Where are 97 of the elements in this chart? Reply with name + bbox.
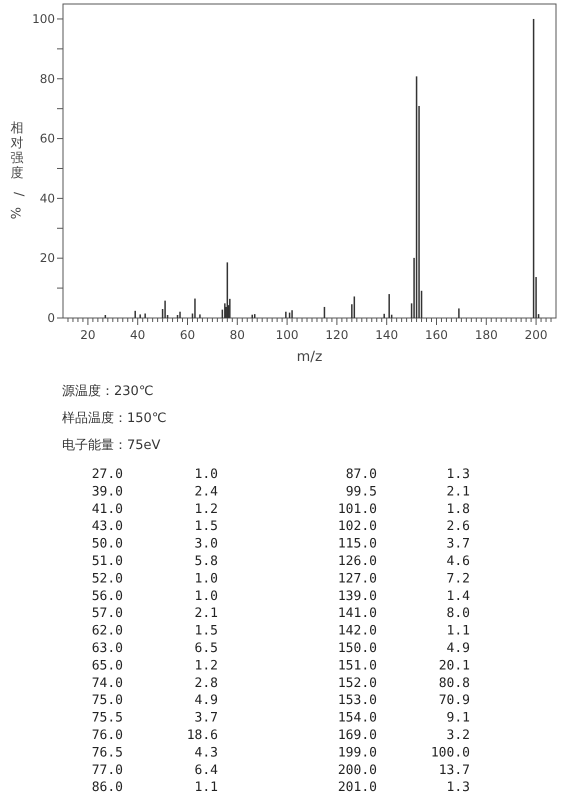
text: 153.0: [338, 693, 377, 708]
text: 1.0: [194, 571, 218, 586]
text: 3.2: [446, 728, 470, 743]
text: 3.7: [194, 710, 218, 726]
text: 101.0: [338, 502, 377, 517]
text: 43.0: [92, 519, 123, 534]
text: 1.1: [446, 624, 470, 639]
text: 102.0: [338, 519, 377, 534]
text: 2.6: [446, 519, 470, 534]
text: 152.0: [338, 676, 377, 691]
x-tick-label: 160: [425, 328, 448, 342]
text: 76.0: [92, 728, 123, 743]
text: 27.0: [92, 467, 123, 482]
text: 1.3: [446, 467, 470, 482]
text: 51.0: [92, 554, 123, 569]
x-tick-label: 80: [230, 328, 245, 342]
text: 52.0: [92, 571, 123, 586]
text: 50.0: [92, 536, 123, 552]
text: 2.1: [446, 484, 470, 500]
text: 75.5: [92, 710, 123, 726]
text: 142.0: [338, 624, 377, 639]
text: 65.0: [92, 658, 123, 674]
text: 2.8: [194, 676, 218, 691]
text: 1.8: [446, 502, 470, 517]
y-tick-label: 20: [40, 251, 55, 266]
text: 86.0: [92, 780, 123, 796]
text: 150.0: [338, 641, 377, 656]
y-axis-title: 相对强度/%: [6, 121, 26, 220]
text: 70.9: [438, 693, 470, 708]
x-axis-title: m/z: [296, 349, 322, 365]
text: 127.0: [338, 571, 377, 586]
text: 75.0: [92, 693, 123, 708]
text: 80.8: [438, 676, 470, 691]
text: 5.8: [194, 554, 218, 569]
y-tick-label: 40: [40, 191, 55, 206]
text: 74.0: [92, 676, 123, 691]
y-tick-label: 0: [47, 311, 55, 325]
text: 6.4: [194, 762, 218, 778]
x-tick-label: 120: [325, 328, 348, 342]
x-tick-label: 60: [180, 328, 196, 342]
text: 63.0: [92, 641, 123, 656]
text: 2.1: [194, 606, 218, 622]
y-tick-label: 60: [40, 132, 55, 146]
text: 1.4: [446, 588, 470, 604]
text: 57.0: [92, 606, 123, 622]
text: 169.0: [338, 728, 377, 743]
text: 4.9: [446, 641, 470, 656]
text: 1.2: [194, 658, 218, 674]
text: 13.7: [438, 762, 470, 778]
x-tick-label: 140: [375, 328, 398, 342]
text: 1.3: [446, 780, 470, 796]
text: 41.0: [92, 502, 123, 517]
text: 1.2: [194, 502, 218, 517]
text: 1.1: [194, 780, 218, 796]
text: 18.6: [186, 728, 218, 743]
text: 电子能量：75eV: [62, 438, 161, 453]
text: 115.0: [338, 536, 377, 552]
x-tick-label: 20: [80, 328, 96, 342]
x-tick-label: 200: [524, 328, 548, 342]
text: 151.0: [338, 658, 377, 674]
text: 199.0: [338, 745, 377, 760]
text: 76.5: [92, 745, 123, 760]
text: 62.0: [92, 624, 123, 639]
text: 6.5: [194, 641, 218, 656]
text: 201.0: [338, 780, 377, 796]
text: 4.3: [194, 745, 218, 760]
text: 87.0: [346, 467, 377, 482]
text: 20.1: [438, 658, 470, 674]
text: 样品温度：150℃: [62, 410, 166, 426]
x-tick-label: 40: [130, 328, 146, 342]
text: 1.0: [194, 588, 218, 604]
text: 源温度：230℃: [62, 383, 154, 399]
x-tick-label: 180: [474, 328, 498, 342]
text: 200.0: [338, 762, 377, 778]
y-tick-label: 80: [40, 72, 55, 86]
text: 39.0: [92, 484, 123, 500]
text: 4.6: [446, 554, 470, 569]
x-tick-label: 100: [276, 328, 299, 342]
text: 1.5: [194, 624, 218, 639]
text: 8.0: [446, 606, 470, 622]
text: 154.0: [338, 710, 377, 726]
text: 3.7: [446, 536, 470, 552]
text: 99.5: [346, 484, 377, 500]
text: 1.0: [194, 467, 218, 482]
y-tick-label: 100: [32, 12, 55, 26]
text: 4.9: [194, 693, 218, 708]
text: 3.0: [194, 536, 218, 552]
text: 56.0: [92, 588, 123, 604]
text: 1.5: [194, 519, 218, 534]
text: 141.0: [338, 606, 377, 622]
text: 126.0: [338, 554, 377, 569]
text: 9.1: [446, 710, 470, 726]
text: 2.4: [194, 484, 218, 500]
text: 77.0: [92, 762, 123, 778]
text: 100.0: [430, 745, 470, 760]
text: 139.0: [338, 588, 377, 604]
text: 7.2: [446, 571, 470, 586]
